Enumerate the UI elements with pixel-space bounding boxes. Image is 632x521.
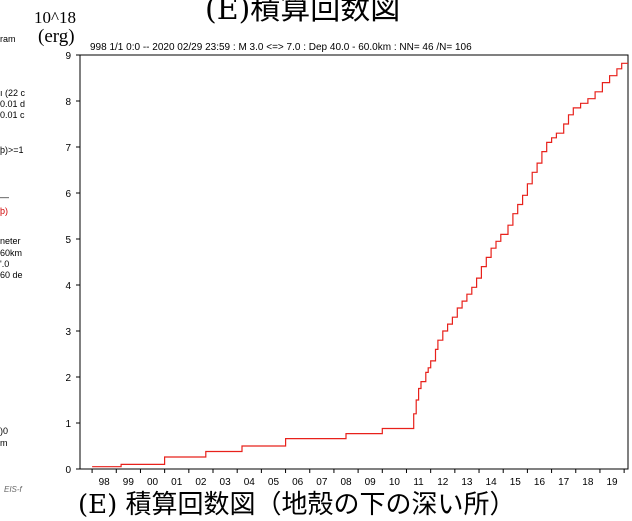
y-axis-label: (erg) <box>38 26 75 47</box>
x-tick-label: 12 <box>437 477 449 488</box>
plot-frame <box>79 54 629 470</box>
x-axis: 98 99 00 01 02 03 04 05 06 07 08 09 10 11 12 13 14 15 16 17… <box>91 469 625 488</box>
x-tick-label: 03 <box>220 477 232 488</box>
x-tick-label: 98 <box>99 477 111 488</box>
x-tick-label: 17 <box>558 477 570 488</box>
x-tick-label: 15 <box>510 477 522 488</box>
x-tick-label: 16 <box>534 477 546 488</box>
y-tick-label: 3 <box>65 327 71 338</box>
y-tick-label: 8 <box>65 97 71 108</box>
y-tick-label: 9 <box>65 51 71 62</box>
y-tick-label: 2 <box>65 373 71 384</box>
x-tick-label: 09 <box>365 477 377 488</box>
y-tick-label: 6 <box>65 189 71 200</box>
x-tick-label: 02 <box>195 477 207 488</box>
left-panel-fragment: 0.01 d <box>0 99 26 109</box>
y-axis: 0 1 2 3 4 5 6 7 8 9 <box>65 51 80 476</box>
left-panel-fragment: m <box>0 438 8 448</box>
left-panel-fragment: 60 de <box>0 270 23 280</box>
left-panel-fragment: þ) <box>0 206 9 216</box>
x-tick-label: 18 <box>582 477 594 488</box>
left-panel-fragment: )0 <box>0 426 9 436</box>
x-tick-label: 11 <box>413 477 424 488</box>
x-tick-label: 99 <box>123 477 135 488</box>
y-unit-exponent: 10^18 <box>34 8 76 27</box>
y-tick-label: 5 <box>65 235 71 246</box>
x-tick-label: 13 <box>461 477 473 488</box>
x-tick-label: 19 <box>606 477 618 488</box>
x-tick-label: 14 <box>486 477 498 488</box>
left-panel-fragment: ram <box>0 34 16 44</box>
x-tick-label: 07 <box>316 477 328 488</box>
page-title-fragment: (E)積算回数図 <box>205 0 401 27</box>
left-panel-fragment: þ)>=1 <box>0 145 24 155</box>
left-panel-fragment: '.0 <box>0 259 10 269</box>
left-panel-fragment: neter <box>0 236 21 246</box>
footer-fragment: EIS-f <box>4 485 22 494</box>
left-panel-fragment: 0.01 c <box>0 110 25 120</box>
x-tick-label: 10 <box>389 477 401 488</box>
x-tick-label: 01 <box>171 477 183 488</box>
x-tick-label: 06 <box>292 477 304 488</box>
left-panel-fragment: 60km <box>0 248 23 258</box>
y-tick-label: 0 <box>65 465 71 476</box>
x-tick-label: 04 <box>244 477 256 488</box>
y-tick-label: 4 <box>65 281 71 292</box>
x-tick-label: 05 <box>268 477 280 488</box>
x-tick-label: 08 <box>340 477 352 488</box>
y-tick-label: 7 <box>65 143 71 154</box>
y-tick-label: 1 <box>65 419 71 430</box>
left-panel-fragment: ı (22 c <box>0 88 26 98</box>
cumulative-step-line <box>92 62 628 468</box>
x-tick-label: 00 <box>147 477 159 488</box>
query-header-info: 998 1/1 0:0 -- 2020 02/29 23:59 : M 3.0 … <box>90 42 472 53</box>
left-panel-fragment: — <box>0 192 9 202</box>
